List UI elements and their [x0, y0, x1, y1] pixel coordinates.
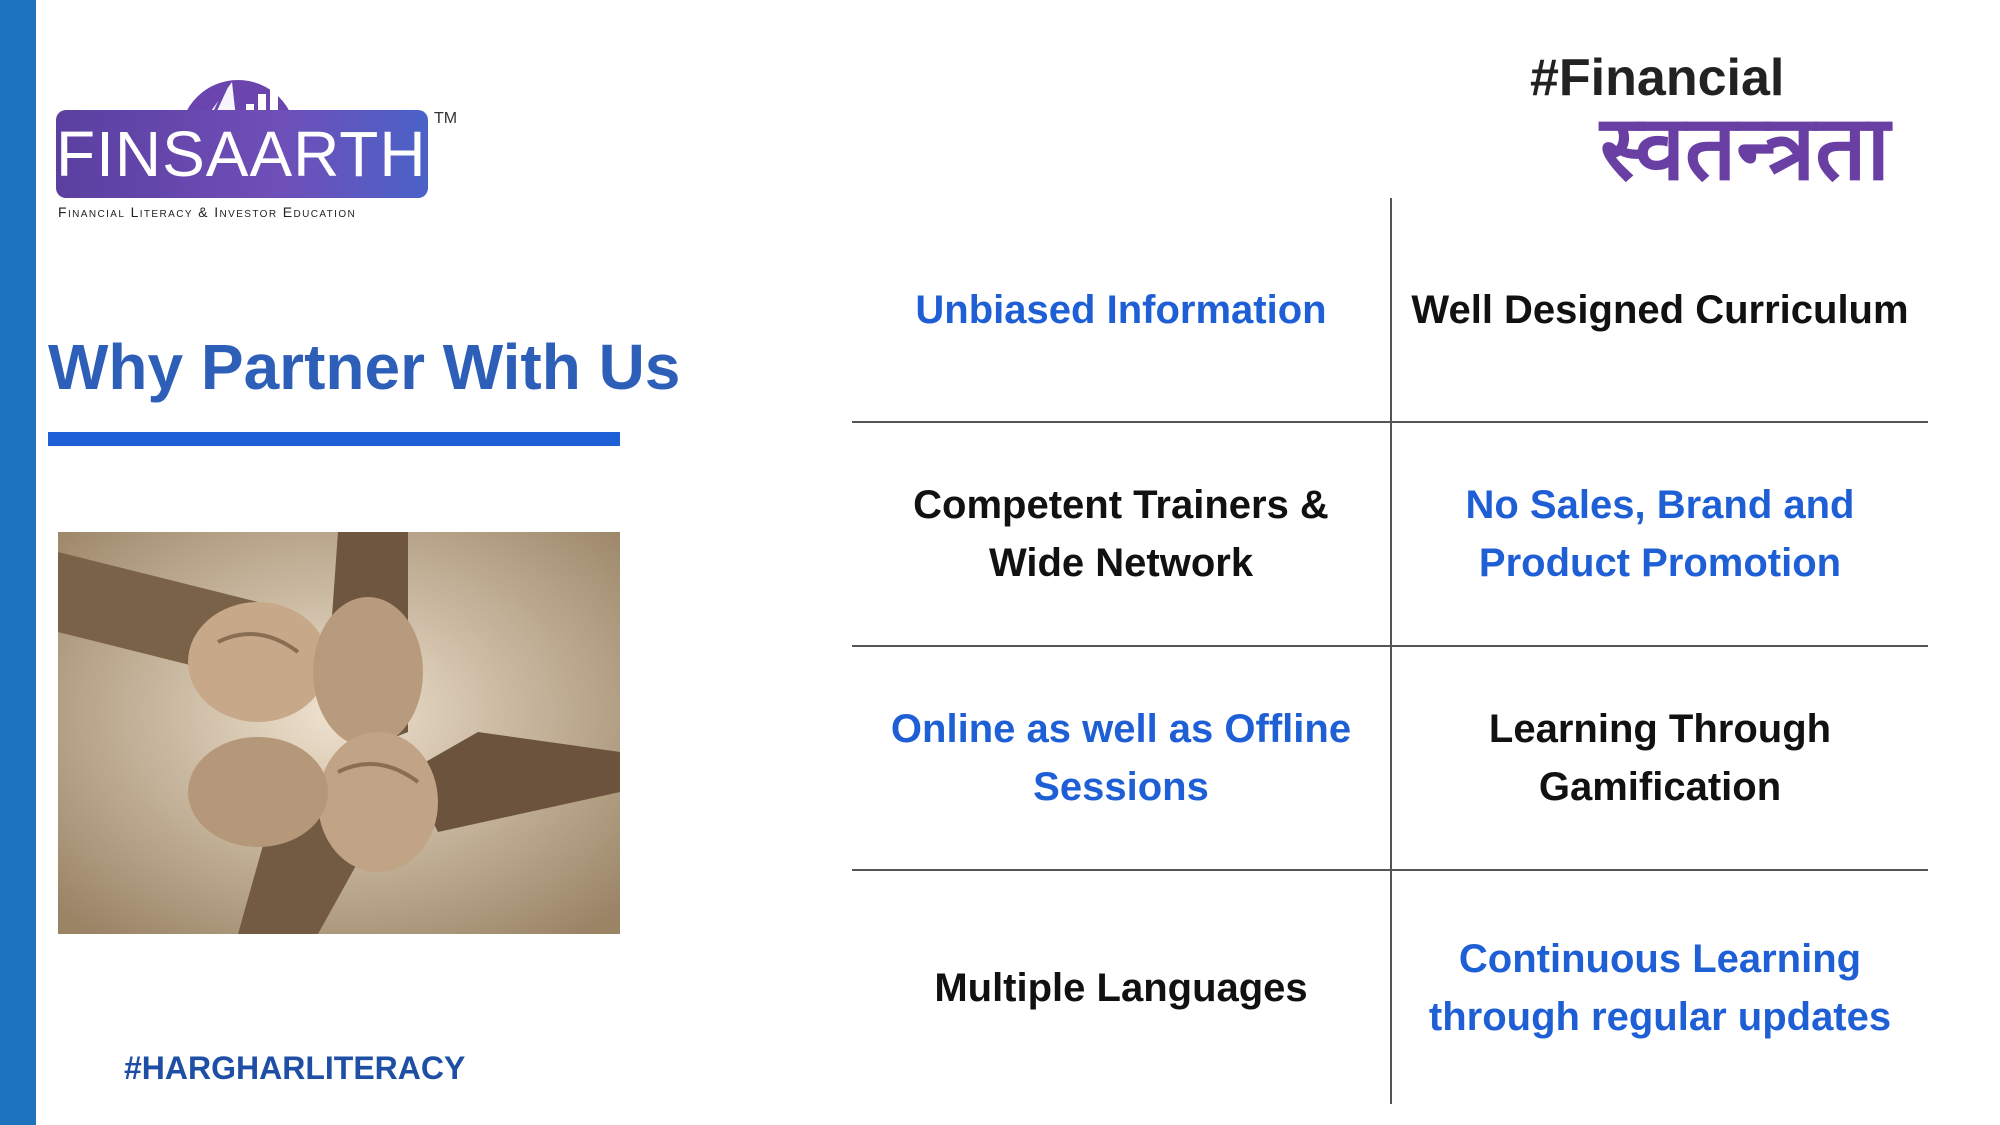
page-title: Why Partner With Us	[48, 331, 681, 403]
feature-cell: Online as well as Offline Sessions	[852, 647, 1390, 869]
feature-cell: Unbiased Information	[852, 198, 1390, 421]
logo-wordmark: FINSAARTHI	[56, 110, 444, 198]
feature-text: Online as well as Offline Sessions	[890, 707, 1352, 809]
feature-text: Multiple Languages	[934, 965, 1308, 1010]
grid-row-divider	[852, 421, 1928, 423]
feature-text: Well Designed Curriculum	[1411, 287, 1909, 332]
feature-text: Unbiased Information	[915, 287, 1327, 332]
feature-cell: Learning Through Gamification	[1392, 647, 1928, 869]
logo-tagline: Financial Literacy & Investor Education	[58, 204, 357, 220]
feature-text: Continuous Learning through regular upda…	[1428, 936, 1892, 1039]
feature-text: Learning Through Gamification	[1488, 707, 1832, 809]
hashtag-campaign: #HARGHARLITERACY	[124, 1050, 466, 1086]
campaign-english: #Financial	[1530, 49, 1785, 107]
trademark-symbol: TM	[434, 110, 458, 127]
feature-text: Competent Trainers & Wide Network	[913, 483, 1329, 585]
feature-cell: Well Designed Curriculum	[1392, 198, 1928, 421]
grid-row-divider	[852, 645, 1928, 647]
feature-cell: Competent Trainers & Wide Network	[852, 423, 1390, 645]
feature-text: No Sales, Brand and Product Promotion	[1465, 483, 1855, 585]
grid-vertical-divider	[1390, 198, 1392, 1104]
heading-underline	[48, 432, 620, 446]
joined-hands-photo	[58, 532, 620, 934]
feature-cell: No Sales, Brand and Product Promotion	[1392, 423, 1928, 645]
feature-cell: Continuous Learning through regular upda…	[1392, 871, 1928, 1104]
campaign-hindi: स्वतन्त्रता	[1600, 96, 1890, 201]
grid-row-divider	[852, 869, 1928, 871]
finsaarthi-logo: FINSAARTHI TM Financial Literacy & Inves…	[56, 48, 476, 228]
side-accent-bar	[0, 0, 36, 1125]
feature-cell: Multiple Languages	[852, 871, 1390, 1104]
